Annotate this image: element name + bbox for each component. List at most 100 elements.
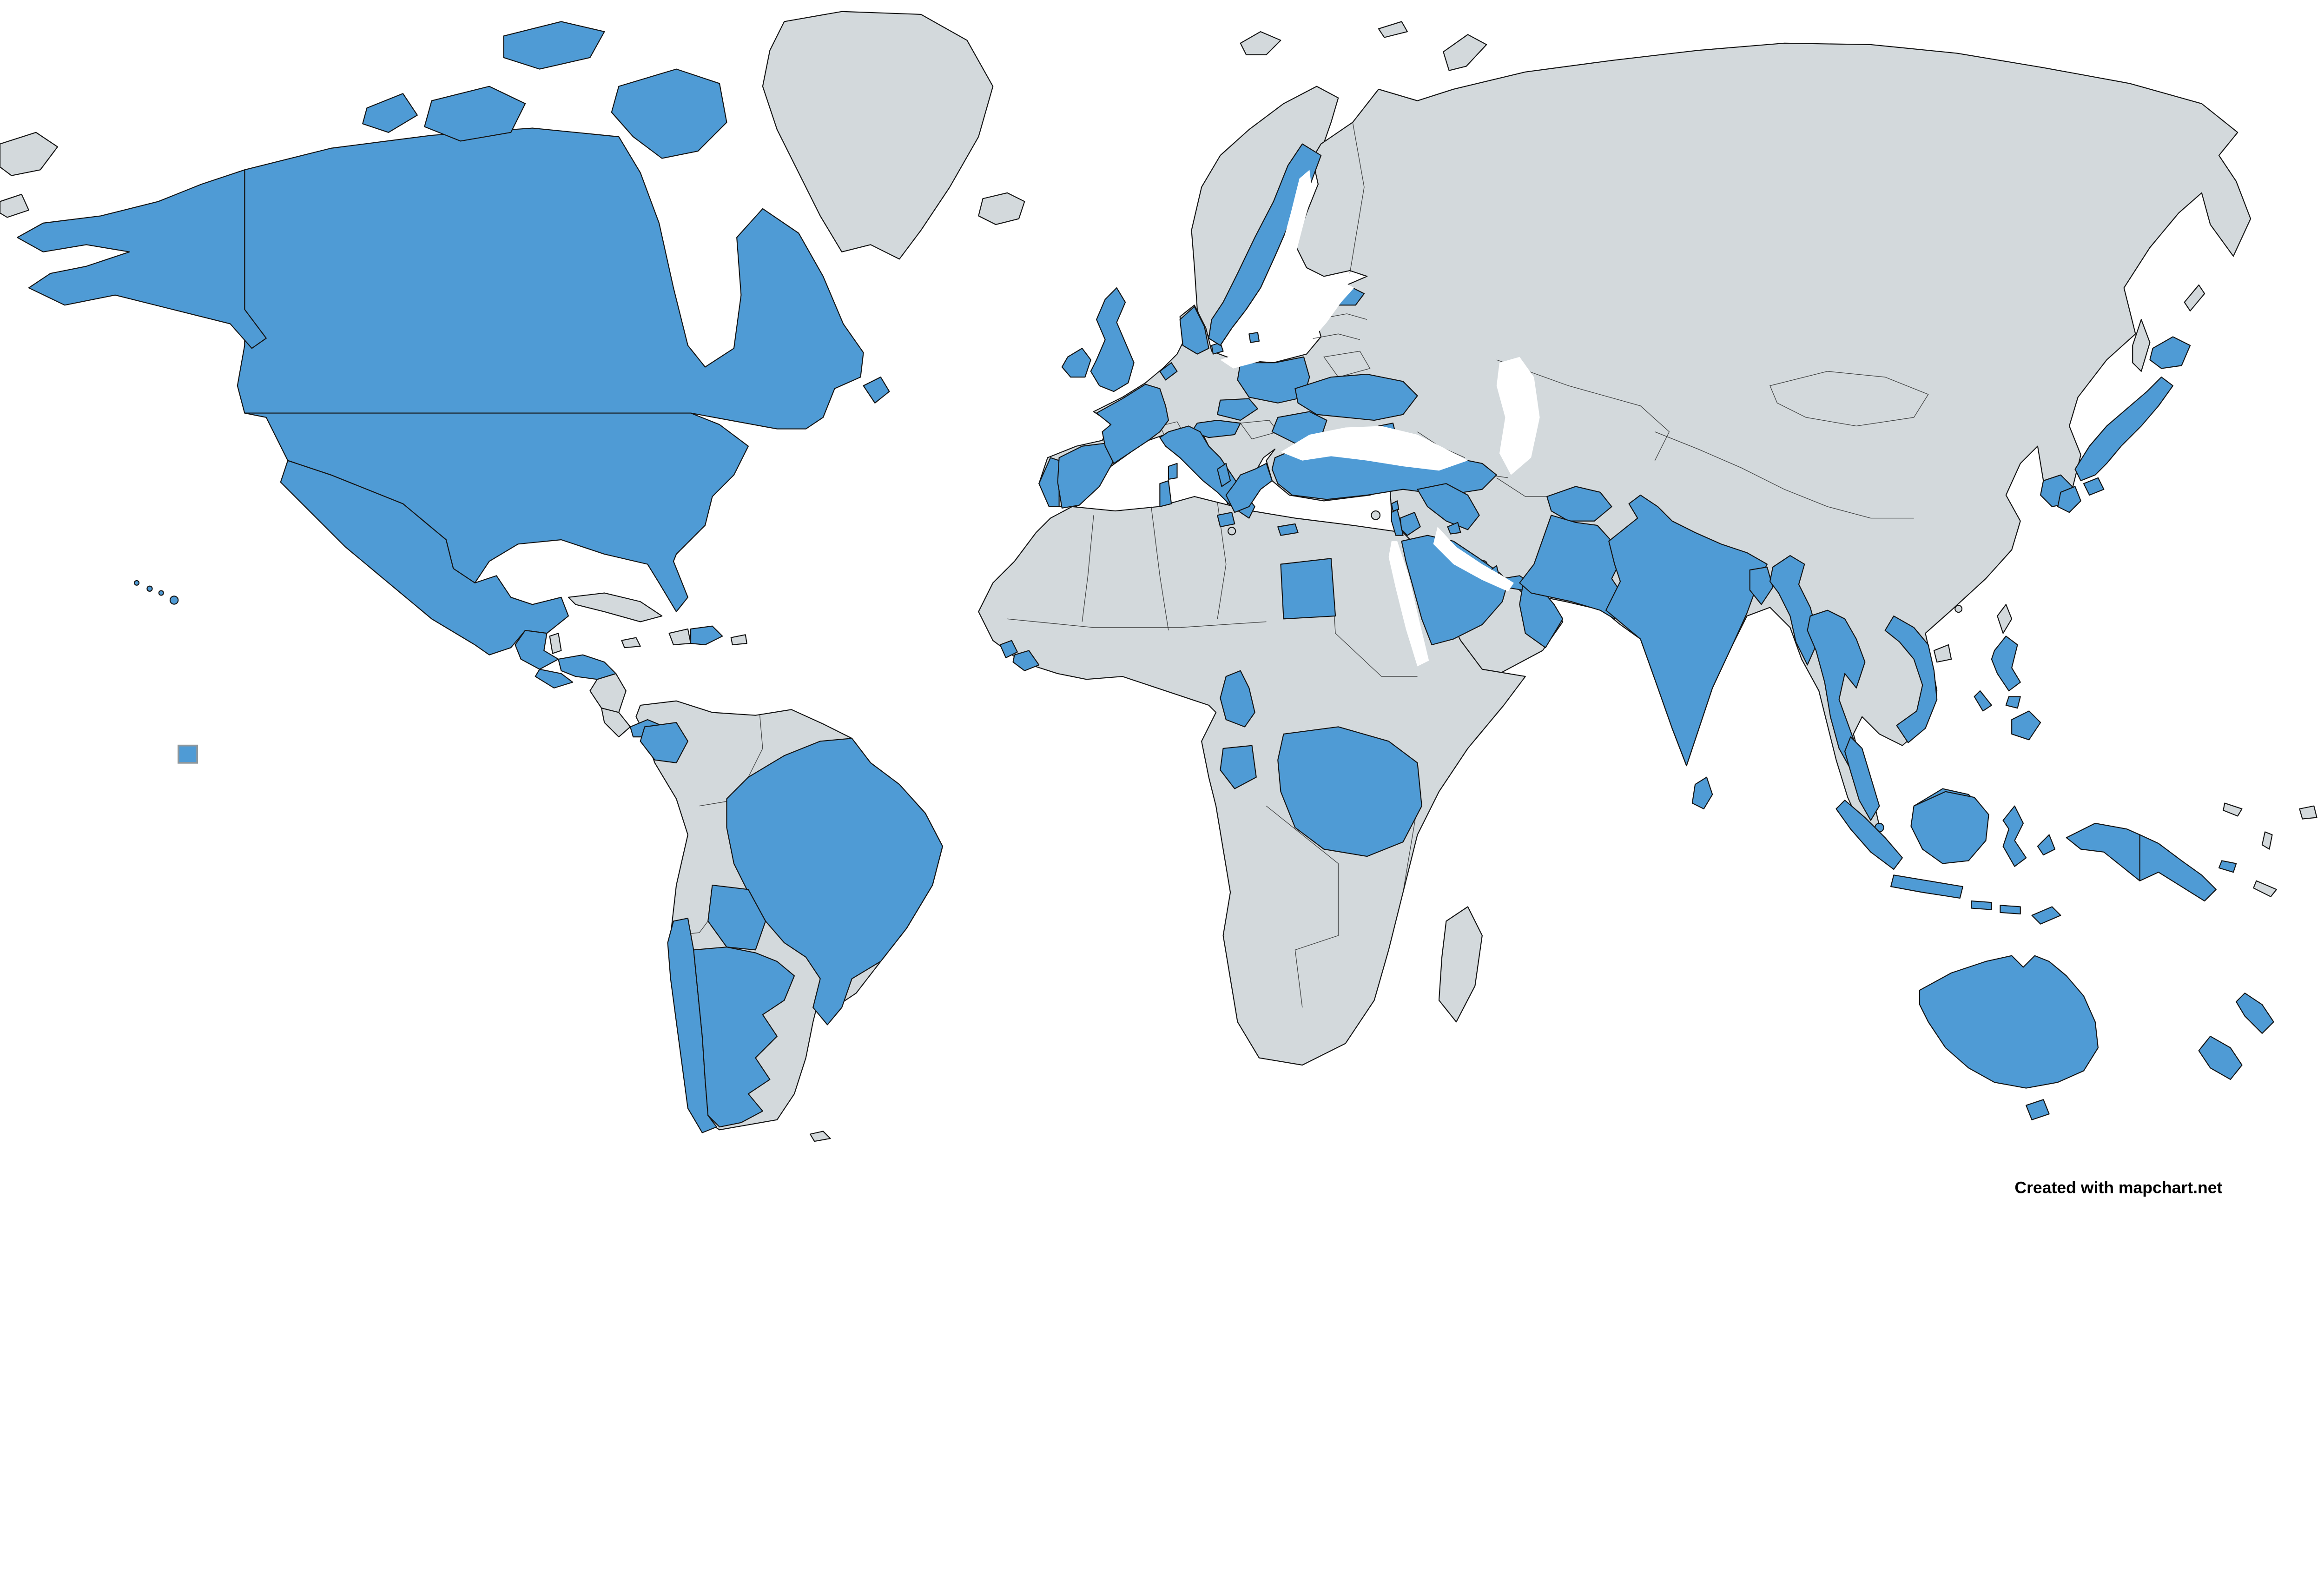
country-canada-banks[interactable] [362,93,418,133]
country-sweden[interactable] [1208,143,1322,346]
country-japan-honshu[interactable] [2074,377,2174,482]
country-saudi-arabia[interactable] [1401,535,1509,646]
map-canvas: Created with mapchart.net [0,11,2317,1197]
country-greece-crete[interactable] [1277,523,1299,536]
landmass-falklands[interactable] [809,1131,831,1142]
country-italy-sicily[interactable] [1217,512,1235,528]
country-fiji[interactable] [2299,805,2317,820]
landmass-novaya-zemlya[interactable] [1443,34,1487,71]
country-netherlands[interactable] [1159,362,1178,381]
landmass-madagascar[interactable] [1438,906,1483,1023]
country-liberia[interactable] [1012,650,1040,671]
country-italy-sardinia[interactable] [1159,480,1172,507]
country-japan-kyushu[interactable] [2057,486,2081,513]
country-australia-tasmania[interactable] [2026,1099,2050,1120]
country-france[interactable] [1096,384,1169,464]
country-spain[interactable] [1057,443,1115,509]
landmass-iceland[interactable] [978,192,1025,225]
country-portugal[interactable] [1038,457,1060,507]
country-east-timor[interactable] [2031,906,2061,925]
country-denmark[interactable] [1179,306,1209,355]
country-jamaica[interactable] [621,637,641,649]
country-usa-alaska[interactable] [17,169,267,349]
country-dr-congo[interactable] [1277,726,1422,857]
country-vietnam[interactable] [1884,615,1938,743]
country-brazil[interactable] [726,738,943,1026]
country-bangladesh[interactable] [1749,566,1774,605]
country-austria[interactable] [1191,419,1241,438]
country-lebanon[interactable] [1391,500,1400,512]
country-israel[interactable] [1391,509,1404,536]
country-sri-lanka[interactable] [1691,776,1713,810]
country-indonesia[interactable] [1835,791,2056,915]
country-united-kingdom[interactable] [1090,287,1135,392]
country-vanuatu[interactable] [2261,831,2273,850]
country-india[interactable] [1605,494,1768,767]
landmass-africa[interactable] [978,496,1526,1066]
landmass-sakhalin[interactable] [2132,319,2151,372]
country-canada-victoria[interactable] [424,86,526,142]
country-myanmar[interactable] [1769,555,1820,666]
country-malta[interactable] [1228,527,1236,536]
country-philippines[interactable] [1974,635,2041,741]
landmass-chukotka-west2[interactable] [0,193,30,218]
country-costa-rica[interactable] [601,708,631,738]
country-cuba[interactable] [568,592,663,622]
country-french-polynesia[interactable] [178,744,198,764]
country-france-corsica[interactable] [1168,463,1178,480]
country-haiti[interactable] [668,628,692,646]
country-pakistan[interactable] [1519,515,1624,620]
country-czechia[interactable] [1217,398,1258,421]
country-solomon-islands[interactable] [2223,802,2243,817]
country-sweden-gotland[interactable] [1248,332,1260,343]
country-ecuador[interactable] [640,722,688,763]
country-canada-baffin[interactable] [611,68,727,159]
country-argentina[interactable] [693,947,795,1128]
country-jordan[interactable] [1400,512,1421,536]
landmass-svalbard[interactable] [1240,31,1281,55]
country-puerto-rico[interactable] [730,634,747,646]
country-greece[interactable] [1225,463,1273,513]
landmass-greenland[interactable] [762,11,994,260]
country-taiwan[interactable] [1997,604,2013,634]
country-albania[interactable] [1217,463,1231,487]
landmass-hainan[interactable] [1933,644,1952,663]
black-sea [1281,426,1468,471]
country-new-caledonia[interactable] [2253,880,2277,897]
country-sierra-leone[interactable] [999,640,1018,658]
country-usa-hawaii[interactable] [134,580,179,605]
country-honduras[interactable] [558,654,617,680]
country-hong-kong[interactable] [1954,605,1963,613]
country-malaysia[interactable] [1844,736,1880,821]
country-cyprus[interactable] [1371,510,1381,520]
landmass-chukotka-west[interactable] [0,132,58,176]
country-canada[interactable] [237,127,864,430]
country-kuwait[interactable] [1447,522,1461,535]
country-afghanistan[interactable] [1546,486,1612,522]
country-ukraine[interactable] [1294,373,1418,421]
country-canada-newfoundland[interactable] [863,377,890,404]
country-papua-new-guinea[interactable] [2139,834,2217,902]
country-thailand[interactable] [1807,609,1866,775]
country-belize[interactable] [549,633,562,654]
country-ireland[interactable] [1061,348,1091,378]
country-canada-ellesmere[interactable] [503,21,605,70]
country-new-zealand-south[interactable] [2198,1036,2243,1080]
country-cameroon[interactable] [1220,670,1255,728]
landmass-franz-josef[interactable] [1378,21,1408,38]
country-mexico[interactable] [280,460,569,655]
country-bolivia[interactable] [707,884,766,951]
country-guatemala[interactable] [515,629,559,670]
country-iraq[interactable] [1417,483,1480,530]
country-japan-shikoku[interactable] [2083,477,2105,496]
country-australia[interactable] [1919,955,2099,1089]
country-indonesia-papua[interactable] [2066,822,2140,881]
country-dominican-republic[interactable] [690,625,723,646]
country-gabon[interactable] [1220,745,1257,789]
country-el-salvador[interactable] [535,669,574,688]
country-png-new-britain[interactable] [2218,860,2237,873]
country-japan-hokkaido[interactable] [2149,336,2191,369]
country-egypt[interactable] [1280,558,1336,620]
country-new-zealand-north[interactable] [2236,993,2274,1034]
landmass-kuril[interactable] [2184,284,2205,311]
